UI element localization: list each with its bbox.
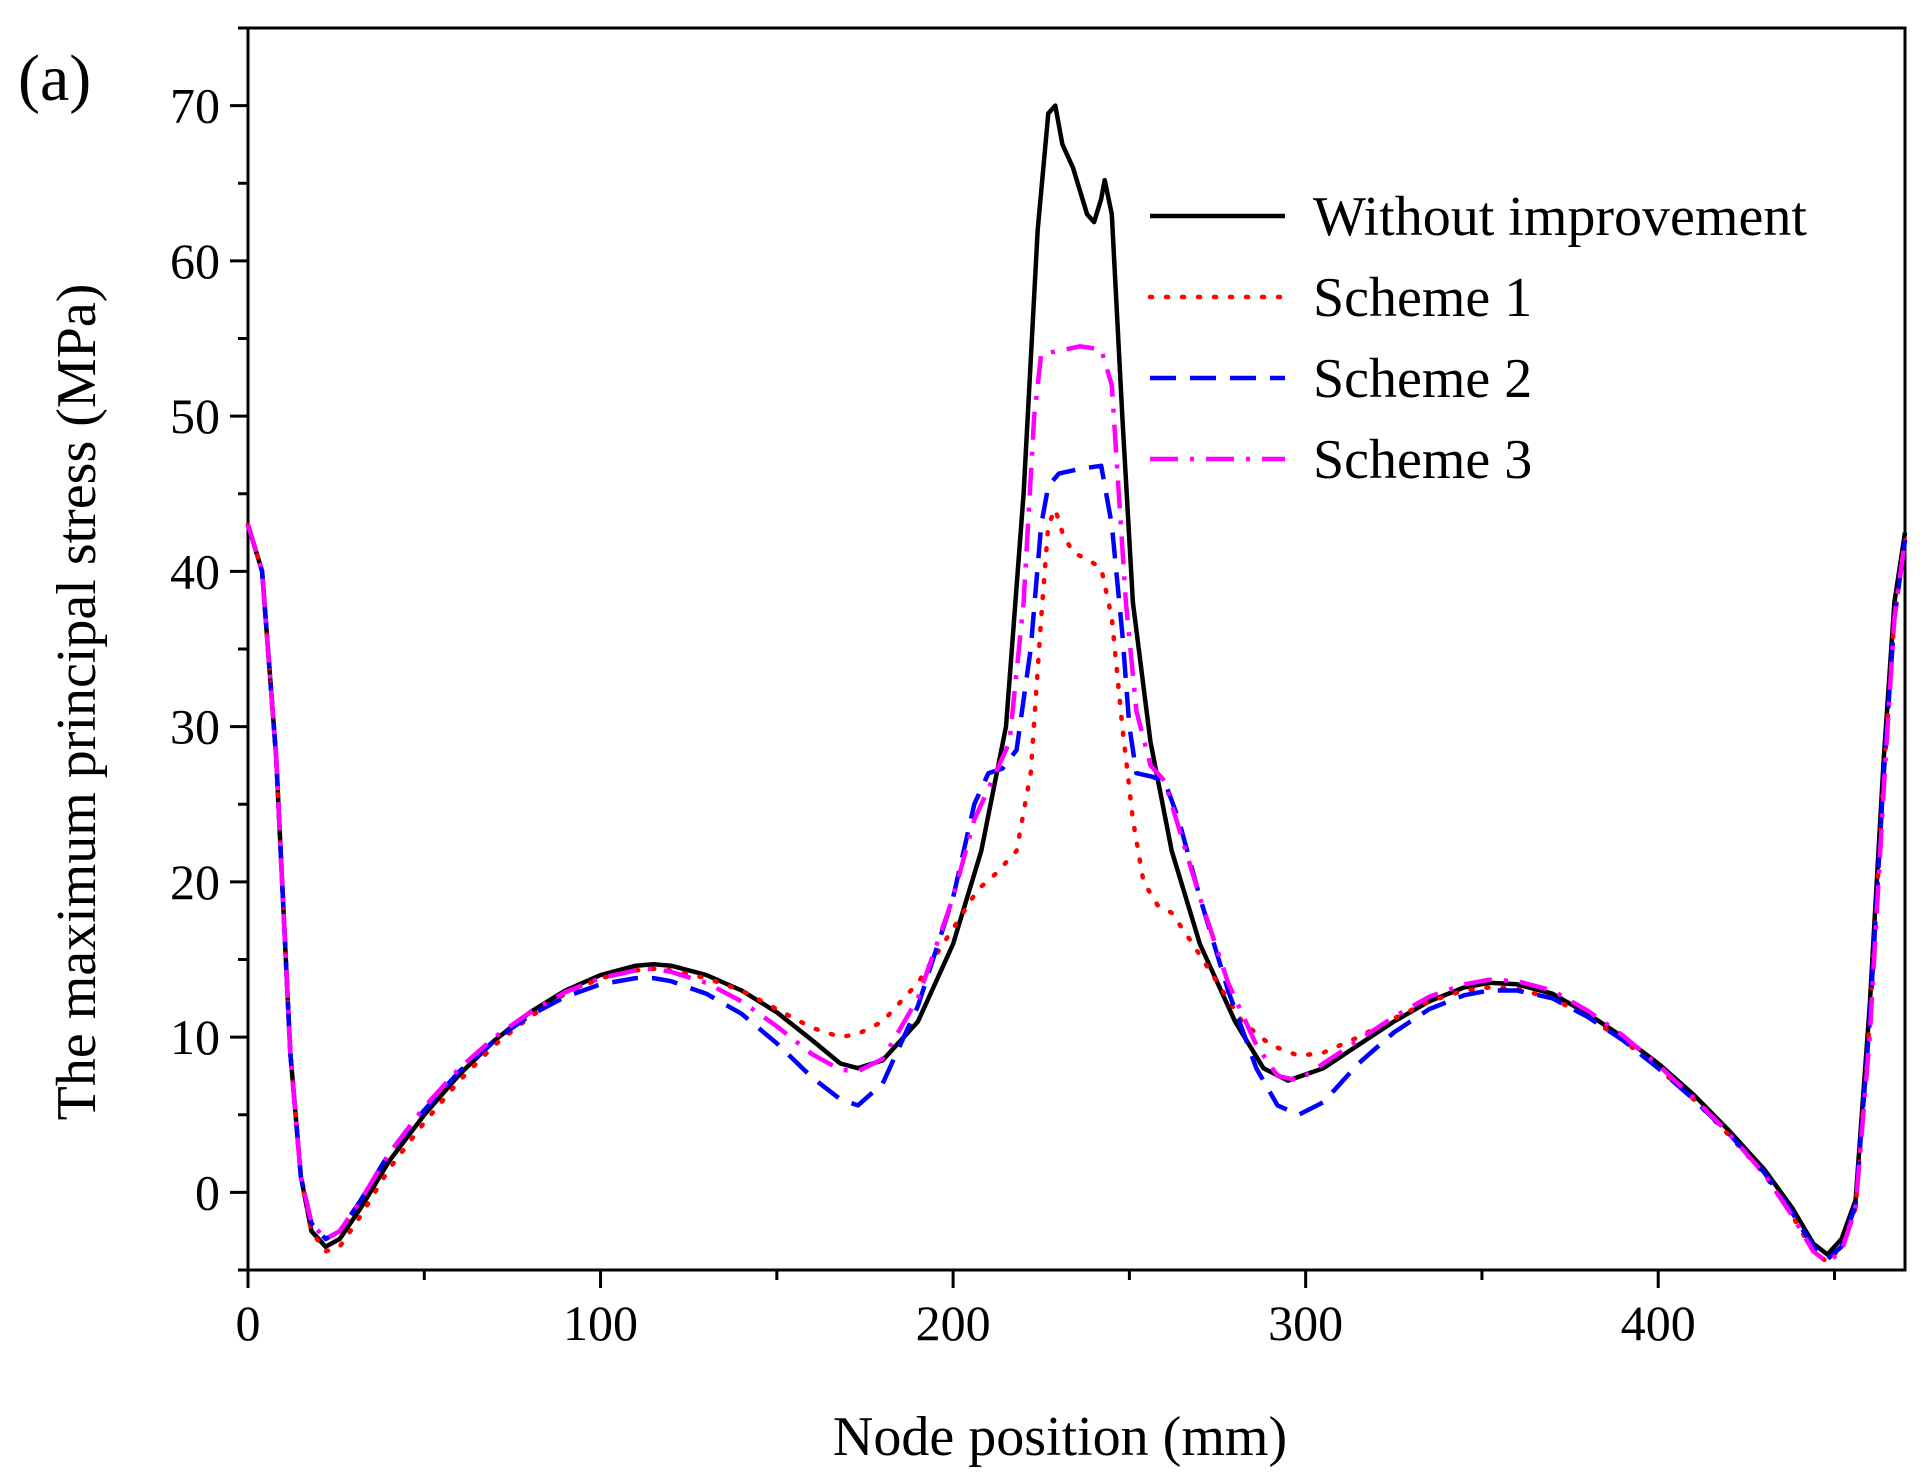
x-tick-label: 0 [236, 1295, 261, 1351]
x-tick-label: 100 [563, 1295, 638, 1351]
y-tick-label: 20 [170, 854, 220, 910]
x-axis-title: Node position (mm) [833, 1406, 1287, 1468]
legend-label: Scheme 2 [1313, 348, 1532, 410]
y-tick-label: 60 [170, 233, 220, 289]
series-line-scheme-1 [245, 507, 1908, 1265]
legend-label: Scheme 1 [1313, 267, 1532, 329]
legend-label: Scheme 3 [1313, 429, 1532, 491]
y-axis-title: The maximum principal stress (MPa) [46, 284, 108, 1121]
y-tick-label: 30 [170, 699, 220, 755]
plot-area: 0 100 200 300 400 0 10 20 30 40 50 60 70 Without impr… [170, 26, 1908, 1351]
x-tick-label: 300 [1268, 1295, 1343, 1351]
y-tick-label: 0 [195, 1164, 220, 1220]
y-tick-label: 10 [170, 1009, 220, 1065]
series-line-without-improvement [245, 103, 1908, 1257]
panel-label: (a) [18, 42, 91, 115]
legend-label: Without improvement [1313, 186, 1807, 248]
series-line-scheme-2 [245, 463, 1908, 1262]
x-tick-label: 200 [916, 1295, 991, 1351]
y-tick-label: 50 [170, 388, 220, 444]
y-tick-label: 40 [170, 543, 220, 599]
series-line-scheme-3 [245, 344, 1908, 1265]
y-tick-label: 70 [170, 78, 220, 134]
x-tick-label: 400 [1621, 1295, 1696, 1351]
